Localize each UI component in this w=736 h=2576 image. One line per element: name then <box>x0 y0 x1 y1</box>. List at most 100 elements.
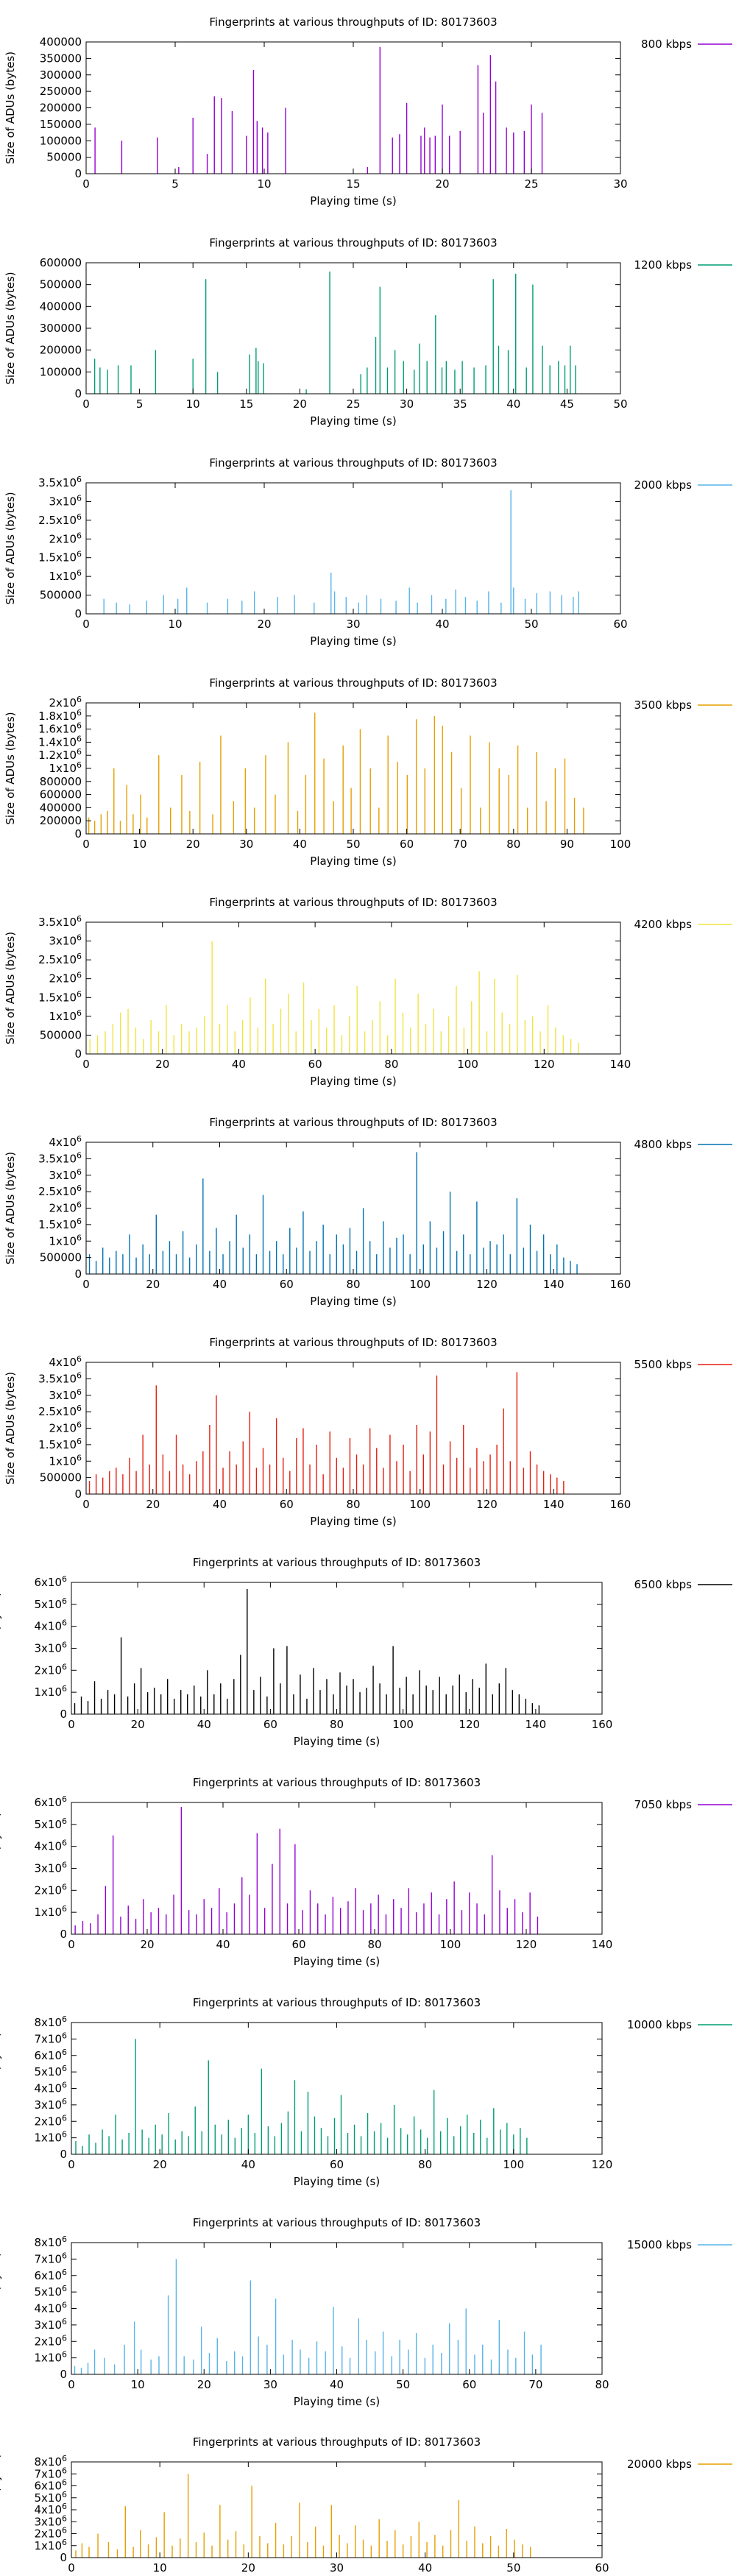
y-tick-label: 0 <box>60 1928 67 1941</box>
y-tick-label: 3x106 <box>49 1167 82 1182</box>
x-tick-label: 30 <box>400 397 414 411</box>
y-tick-label: 0 <box>60 2368 67 2381</box>
y-tick-label: 4x106 <box>34 1618 67 1633</box>
y-tick-label: 2x106 <box>34 1882 67 1897</box>
x-tick-label: 35 <box>453 397 467 411</box>
x-tick-label: 120 <box>592 2158 613 2171</box>
x-tick-label: 0 <box>68 2561 75 2575</box>
y-tick-label: 5x106 <box>34 1816 67 1831</box>
y-tick-label: 2x106 <box>34 2333 67 2348</box>
x-tick-label: 40 <box>241 2158 255 2171</box>
x-tick-label: 40 <box>197 1718 211 1731</box>
chart-panel: Fingerprints at various throughputs of I… <box>4 676 732 868</box>
y-axis-label: Size of ADUs (bytes) <box>0 2252 2 2365</box>
x-tick-label: 60 <box>308 1058 322 1071</box>
plot-frame <box>85 921 621 1055</box>
y-tick-label: 800000 <box>40 775 82 788</box>
y-tick-label: 500000 <box>40 1471 82 1485</box>
chart-panel: Fingerprints at various throughputs of I… <box>0 1996 732 2188</box>
legend-label: 7050 kbps <box>634 1798 693 1811</box>
chart-panel: Fingerprints at various throughputs of I… <box>4 896 732 1088</box>
plot-frame <box>71 1582 603 1715</box>
chart-panel: Fingerprints at various throughputs of I… <box>4 15 732 208</box>
y-tick-label: 5x106 <box>34 2284 67 2299</box>
y-tick-label: 350000 <box>40 52 82 65</box>
y-tick-label: 250000 <box>40 85 82 98</box>
y-tick-label: 2.5x106 <box>38 512 82 527</box>
x-tick-label: 60 <box>280 1498 294 1511</box>
chart-title: Fingerprints at various throughputs of I… <box>193 1556 481 1569</box>
y-tick-label: 1x106 <box>34 1904 67 1919</box>
y-tick-label: 1x106 <box>34 2350 67 2365</box>
legend-label: 3500 kbps <box>634 698 693 712</box>
y-tick-label: 1.5x106 <box>38 550 82 565</box>
y-tick-label: 7x106 <box>34 2031 67 2045</box>
x-tick-label: 40 <box>330 2378 344 2391</box>
chart-title: Fingerprints at various throughputs of I… <box>209 896 497 909</box>
x-tick-label: 20 <box>241 2561 255 2575</box>
y-axis-label: Size of ADUs (bytes) <box>4 52 17 164</box>
y-axis-label: Size of ADUs (bytes) <box>0 1592 2 1705</box>
x-tick-label: 10 <box>257 177 271 191</box>
x-tick-label: 20 <box>131 1718 145 1731</box>
y-tick-label: 0 <box>74 827 82 841</box>
y-tick-label: 4x106 <box>34 2502 67 2516</box>
x-tick-label: 60 <box>462 2378 476 2391</box>
legend-label: 5500 kbps <box>634 1358 693 1371</box>
y-tick-label: 4x106 <box>49 1134 82 1149</box>
y-tick-label: 300000 <box>40 68 82 82</box>
x-tick-label: 80 <box>384 1058 398 1071</box>
x-tick-label: 0 <box>82 177 90 191</box>
y-tick-label: 200000 <box>40 344 82 357</box>
x-tick-label: 0 <box>68 1718 75 1731</box>
y-tick-label: 3x106 <box>49 1387 82 1402</box>
chart-title: Fingerprints at various throughputs of I… <box>193 1776 481 1789</box>
plot-frame <box>85 1362 621 1495</box>
chart-panel: Fingerprints at various throughputs of I… <box>4 1116 732 1308</box>
y-tick-label: 8x106 <box>34 2014 67 2029</box>
y-tick-label: 1x106 <box>49 760 82 775</box>
y-tick-label: 8x106 <box>34 2234 67 2249</box>
legend-label: 20000 kbps <box>627 2458 692 2471</box>
y-axis-label: Size of ADUs (bytes) <box>0 2032 2 2145</box>
x-tick-label: 5 <box>136 397 144 411</box>
chart-panel: Fingerprints at various throughputs of I… <box>4 1336 732 1528</box>
y-axis-label: Size of ADUs (bytes) <box>4 492 17 604</box>
y-tick-label: 0 <box>74 1047 82 1061</box>
x-tick-label: 100 <box>610 838 631 851</box>
y-tick-label: 200000 <box>40 102 82 115</box>
x-tick-label: 60 <box>330 2158 344 2171</box>
x-axis-label: Playing time (s) <box>310 414 396 428</box>
x-tick-label: 20 <box>155 1058 169 1071</box>
x-tick-label: 120 <box>476 1278 498 1291</box>
x-tick-label: 40 <box>418 2561 432 2575</box>
y-tick-label: 6x106 <box>34 1574 67 1589</box>
y-tick-label: 5x106 <box>34 2490 67 2505</box>
y-tick-label: 3.5x106 <box>38 475 82 489</box>
x-tick-label: 50 <box>506 2561 520 2575</box>
x-tick-label: 90 <box>560 838 574 851</box>
y-axis-label: Size of ADUs (bytes) <box>4 932 17 1044</box>
x-tick-label: 20 <box>186 838 200 851</box>
chart-title: Fingerprints at various throughputs of I… <box>209 1116 497 1129</box>
y-axis-label: Size of ADUs (bytes) <box>4 272 17 384</box>
y-tick-label: 2x106 <box>49 531 82 545</box>
y-axis-label: Size of ADUs (bytes) <box>0 1812 2 1925</box>
x-tick-label: 0 <box>68 2378 75 2391</box>
x-tick-label: 140 <box>592 1938 613 1951</box>
x-tick-label: 30 <box>613 177 627 191</box>
x-tick-label: 0 <box>82 618 90 631</box>
y-tick-label: 6x106 <box>34 2268 67 2282</box>
y-tick-label: 50000 <box>46 151 82 164</box>
x-axis-label: Playing time (s) <box>310 1515 396 1528</box>
y-tick-label: 100000 <box>40 134 82 147</box>
x-tick-label: 160 <box>610 1498 631 1511</box>
x-tick-label: 160 <box>610 1278 631 1291</box>
y-tick-label: 3x106 <box>34 2317 67 2332</box>
x-tick-label: 20 <box>435 177 449 191</box>
y-tick-label: 2x106 <box>49 1200 82 1215</box>
y-axis-label: Size of ADUs (bytes) <box>4 1152 17 1264</box>
y-tick-label: 1x106 <box>34 2130 67 2145</box>
y-tick-label: 2x106 <box>34 2526 67 2541</box>
